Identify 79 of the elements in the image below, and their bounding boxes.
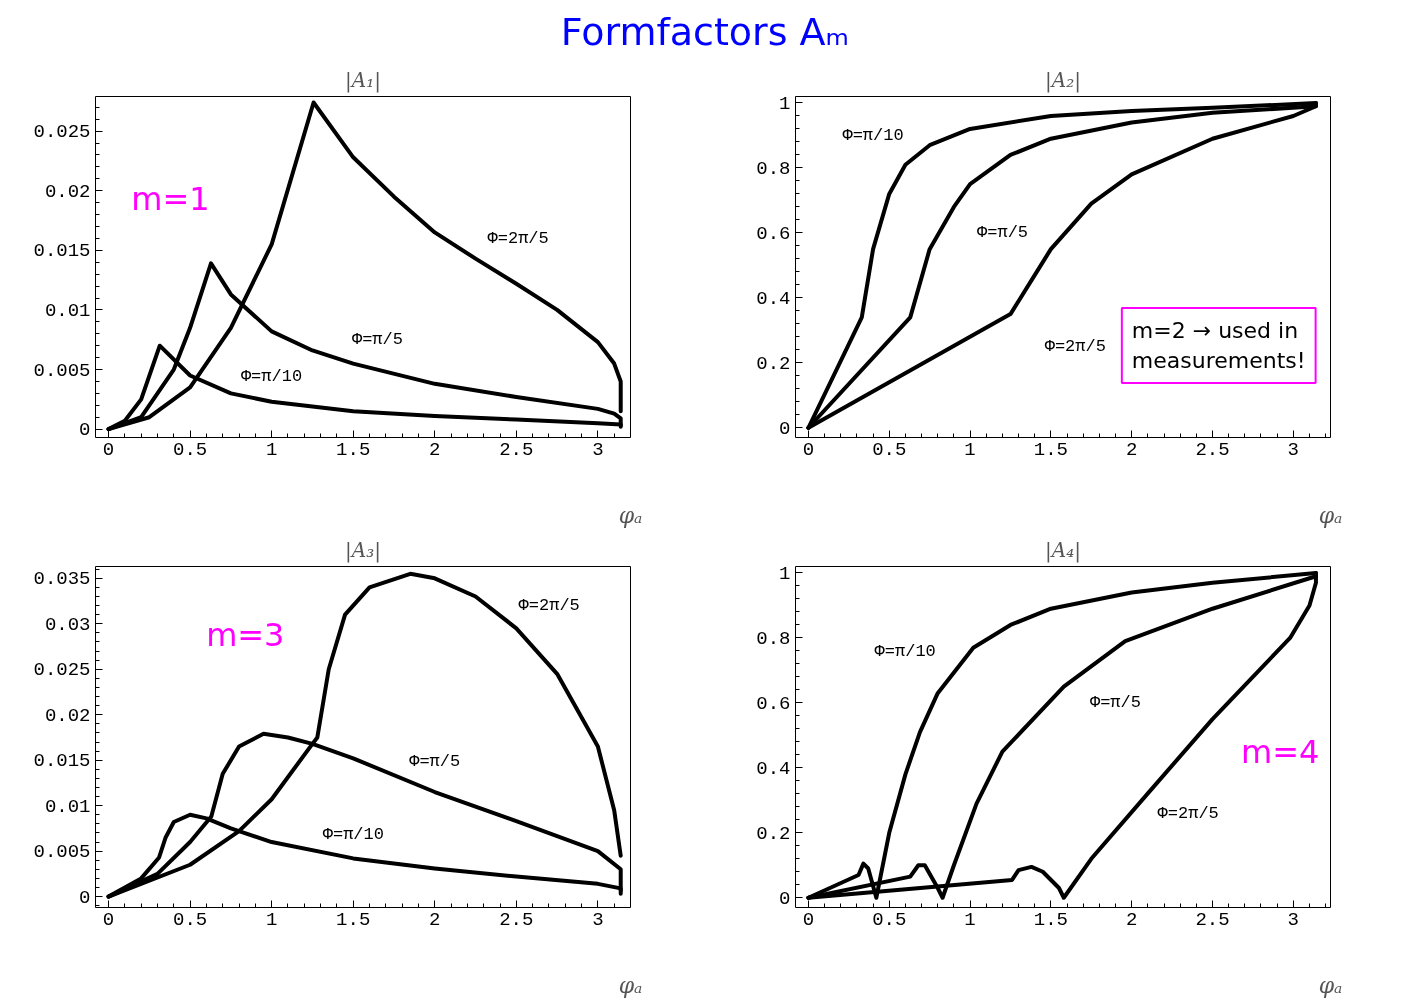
y-tick-label: 0	[79, 419, 91, 442]
annotation: Φ=π/5	[351, 330, 403, 350]
x-tick-label: 3	[592, 438, 604, 461]
y-tick-label: 0.01	[44, 795, 91, 818]
annotation: Φ=π/10	[842, 125, 904, 145]
chart-title: |A₂|	[1045, 67, 1081, 93]
annotation: Φ=π/5	[1089, 693, 1141, 713]
x-tick-label: 0	[102, 438, 115, 461]
x-tick-label: 2.5	[499, 908, 534, 931]
x-tick-label: 2	[429, 438, 441, 461]
y-tick-label: 0.02	[44, 704, 91, 727]
x-axis-title: φₐ	[1318, 972, 1343, 998]
x-tick-label: 2	[1125, 908, 1138, 931]
x-tick-label: 1	[265, 438, 278, 461]
annotation: Φ=2π/5	[1044, 336, 1106, 356]
y-tick-label: 0.8	[756, 157, 791, 180]
y-tick-label: 0.015	[33, 750, 91, 773]
x-tick-label: 0.5	[872, 908, 907, 931]
x-tick-label: 1.5	[1033, 908, 1068, 931]
text: Formfactors Aₘ	[560, 9, 850, 56]
x-tick-label: 0	[802, 908, 815, 931]
x-tick-label: 2.5	[1195, 908, 1230, 931]
y-tick-label: 0.6	[756, 692, 791, 715]
annotation: Φ=2π/5	[518, 596, 580, 616]
x-tick-label: 1.5	[1033, 438, 1068, 461]
y-tick-label: 0.005	[33, 359, 91, 382]
y-tick-label: 0.2	[756, 352, 791, 375]
y-tick-label: 0.02	[44, 180, 91, 203]
y-tick-label: 0.03	[44, 613, 91, 636]
x-axis-title: φₐ	[1318, 502, 1343, 528]
annotation: Φ=π/5	[409, 751, 461, 771]
annotation: m=4	[1241, 732, 1320, 771]
y-tick-label: 0.2	[756, 822, 791, 845]
y-tick-label: 0.6	[756, 222, 791, 245]
x-axis-title: φₐ	[618, 502, 643, 528]
x-tick-label: 3	[592, 908, 604, 931]
y-tick-label: 0.8	[756, 627, 791, 650]
y-tick-label: 0.4	[756, 757, 791, 780]
x-tick-label: 0	[102, 908, 115, 931]
x-tick-label: 2	[1125, 438, 1138, 461]
x-tick-label: 0.5	[173, 908, 208, 931]
annotation: m=2 → used in measurements!	[1131, 317, 1306, 373]
chart-title: |A₃|	[345, 537, 381, 563]
y-tick-label: 1	[779, 93, 791, 115]
y-tick-label: 0.035	[33, 568, 91, 591]
x-tick-label: 2.5	[1195, 438, 1230, 461]
y-tick-label: 0	[779, 887, 791, 910]
y-tick-label: 1	[779, 563, 791, 585]
x-tick-label: 1	[964, 438, 976, 461]
x-tick-label: 1	[964, 908, 976, 931]
annotation: Φ=2π/5	[1157, 803, 1219, 823]
y-tick-label: 0.005	[33, 841, 91, 864]
y-tick-label: 0	[79, 886, 91, 909]
x-tick-label: 2	[429, 908, 441, 931]
y-tick-label: 0	[779, 417, 791, 440]
annotation: m=3	[206, 615, 285, 654]
x-tick-label: 0.5	[872, 438, 907, 461]
annotation: Φ=π/5	[977, 223, 1029, 243]
x-tick-label: 0	[802, 438, 815, 461]
x-axis-title: φₐ	[618, 972, 643, 998]
y-tick-label: 0.025	[33, 659, 91, 682]
annotation: Φ=2π/5	[487, 228, 549, 248]
annotation: m=1	[131, 179, 210, 218]
chart-title: |A₄|	[1045, 537, 1081, 563]
y-tick-label: 0.025	[33, 121, 91, 144]
x-tick-label: 1	[265, 908, 278, 931]
annotation: Φ=π/10	[322, 825, 384, 845]
annotation: Φ=π/10	[240, 367, 303, 387]
y-tick-label: 0.4	[756, 287, 791, 310]
annotation: Φ=π/10	[874, 641, 936, 661]
y-tick-label: 0.015	[33, 240, 91, 263]
x-tick-label: 0.5	[173, 438, 208, 461]
x-tick-label: 1.5	[336, 908, 371, 931]
chart-title: |A₁|	[345, 67, 381, 93]
x-tick-label: 2.5	[499, 438, 534, 461]
y-tick-label: 0.01	[44, 299, 91, 322]
x-tick-label: 1.5	[336, 438, 371, 461]
x-tick-label: 3	[1287, 438, 1300, 461]
x-tick-label: 3	[1287, 908, 1300, 931]
